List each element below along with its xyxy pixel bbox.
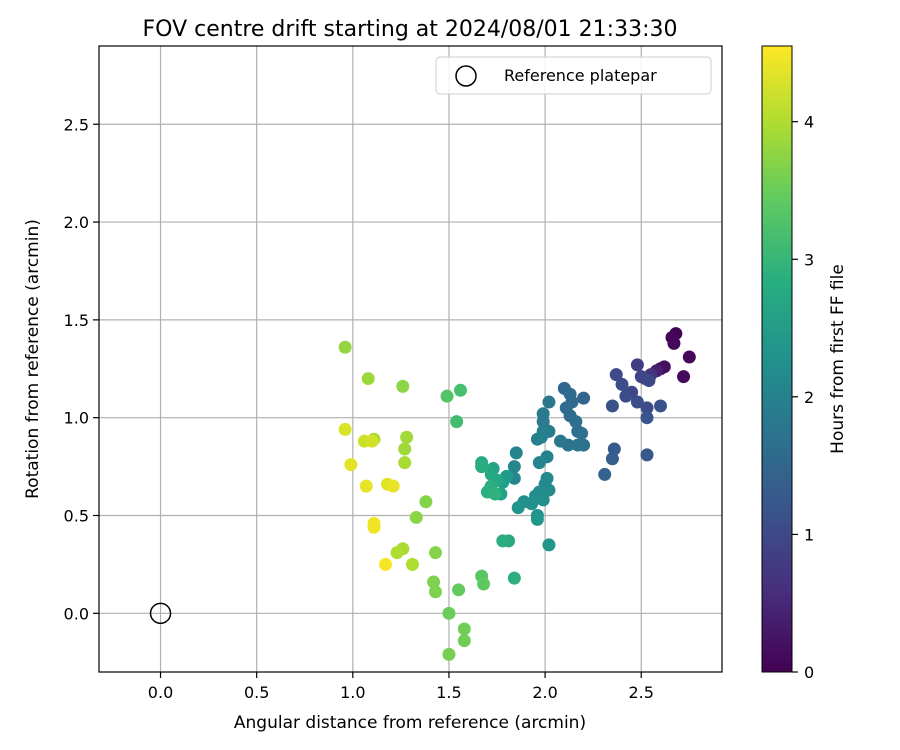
data-point — [365, 434, 379, 448]
data-point — [536, 493, 550, 507]
data-point — [344, 458, 358, 472]
x-tick-label: 2.5 — [629, 683, 654, 702]
data-point — [457, 622, 471, 636]
y-tick-label: 2.0 — [64, 213, 89, 232]
reference-platepar-marker — [149, 602, 172, 625]
data-point — [450, 415, 464, 429]
data-point — [640, 448, 654, 462]
data-point — [630, 395, 644, 409]
legend-reference-label: Reference platepar — [504, 66, 657, 85]
data-point — [400, 430, 414, 444]
colorbar-tick-label: 3 — [804, 250, 814, 269]
data-point — [630, 358, 644, 372]
data-point — [640, 401, 654, 415]
data-point — [409, 510, 423, 524]
data-point — [509, 446, 523, 460]
data-point — [619, 389, 633, 403]
data-point — [682, 350, 696, 364]
legend-box — [435, 56, 712, 95]
y-axis-ticks: 0.0 0.5 1.0 1.5 2.0 2.5 — [64, 115, 99, 623]
data-point — [542, 538, 556, 552]
data-point — [396, 379, 410, 393]
data-point — [598, 467, 612, 481]
data-point — [428, 546, 442, 560]
data-point — [530, 512, 544, 526]
data-point — [361, 372, 375, 386]
data-point — [609, 368, 623, 382]
chart-title: FOV centre drift starting at 2024/08/01 … — [143, 17, 678, 42]
data-point — [398, 456, 412, 470]
data-point — [507, 460, 521, 474]
data-point — [475, 460, 489, 474]
data-point — [405, 557, 419, 571]
data-point — [338, 340, 352, 354]
data-point — [427, 575, 441, 589]
data-point — [390, 546, 404, 560]
colorbar-label: Hours from first FF file — [828, 264, 848, 454]
colorbar-ticks: 0 1 2 3 4 — [792, 113, 814, 682]
data-point — [667, 336, 681, 350]
y-tick-label: 1.5 — [64, 311, 89, 330]
data-point — [496, 534, 510, 548]
colorbar-tick-label: 1 — [804, 525, 814, 544]
data-point — [488, 487, 502, 501]
x-axis-label: Angular distance from reference (arcmin) — [234, 713, 586, 733]
data-point — [338, 422, 352, 436]
x-tick-label: 2.0 — [532, 683, 557, 702]
colorbar-tick-label: 4 — [804, 113, 814, 132]
data-point — [542, 395, 556, 409]
data-point — [453, 383, 467, 397]
y-tick-label: 1.0 — [64, 409, 89, 428]
data-points — [149, 327, 696, 661]
plot-frame — [98, 45, 723, 673]
data-point — [452, 583, 466, 597]
data-point — [442, 647, 456, 661]
y-axis-label: Rotation from reference (arcmin) — [23, 219, 43, 499]
legend-reference-marker — [455, 65, 477, 87]
data-point — [640, 411, 654, 425]
x-tick-label: 1.5 — [436, 683, 461, 702]
colorbar-tick-label: 2 — [804, 388, 814, 407]
data-point — [440, 389, 454, 403]
data-point — [457, 634, 471, 648]
data-point — [442, 606, 456, 620]
data-point — [615, 377, 629, 391]
data-point — [367, 520, 381, 534]
data-point — [571, 438, 585, 452]
data-point — [642, 374, 656, 388]
data-point — [386, 479, 400, 493]
data-point — [605, 452, 619, 466]
y-tick-label: 0.0 — [64, 604, 89, 623]
data-point — [607, 442, 621, 456]
y-tick-label: 2.5 — [64, 115, 89, 134]
data-point — [553, 434, 567, 448]
y-tick-label: 0.5 — [64, 507, 89, 526]
colorbar-gradient — [761, 45, 793, 673]
data-point — [379, 557, 393, 571]
data-point — [577, 391, 591, 405]
x-tick-label: 1.0 — [340, 683, 365, 702]
colorbar: 0 1 2 3 4 Hours from first FF file — [761, 45, 848, 682]
data-point — [428, 585, 442, 599]
legend: Reference platepar — [435, 56, 712, 95]
data-point — [511, 501, 525, 515]
data-point — [575, 426, 589, 440]
data-point — [532, 456, 546, 470]
data-point — [359, 479, 373, 493]
data-point — [534, 430, 548, 444]
data-point — [398, 442, 412, 456]
data-point — [653, 399, 667, 413]
grid-lines — [99, 46, 722, 672]
colorbar-tick-label: 0 — [804, 663, 814, 682]
data-point — [507, 571, 521, 585]
data-point — [419, 495, 433, 509]
x-tick-label: 0.0 — [148, 683, 173, 702]
data-point — [569, 415, 583, 429]
data-point — [477, 577, 491, 591]
data-point — [677, 370, 691, 384]
x-axis-ticks: 0.0 0.5 1.0 1.5 2.0 2.5 — [148, 672, 654, 702]
data-point — [605, 399, 619, 413]
x-tick-label: 0.5 — [244, 683, 269, 702]
